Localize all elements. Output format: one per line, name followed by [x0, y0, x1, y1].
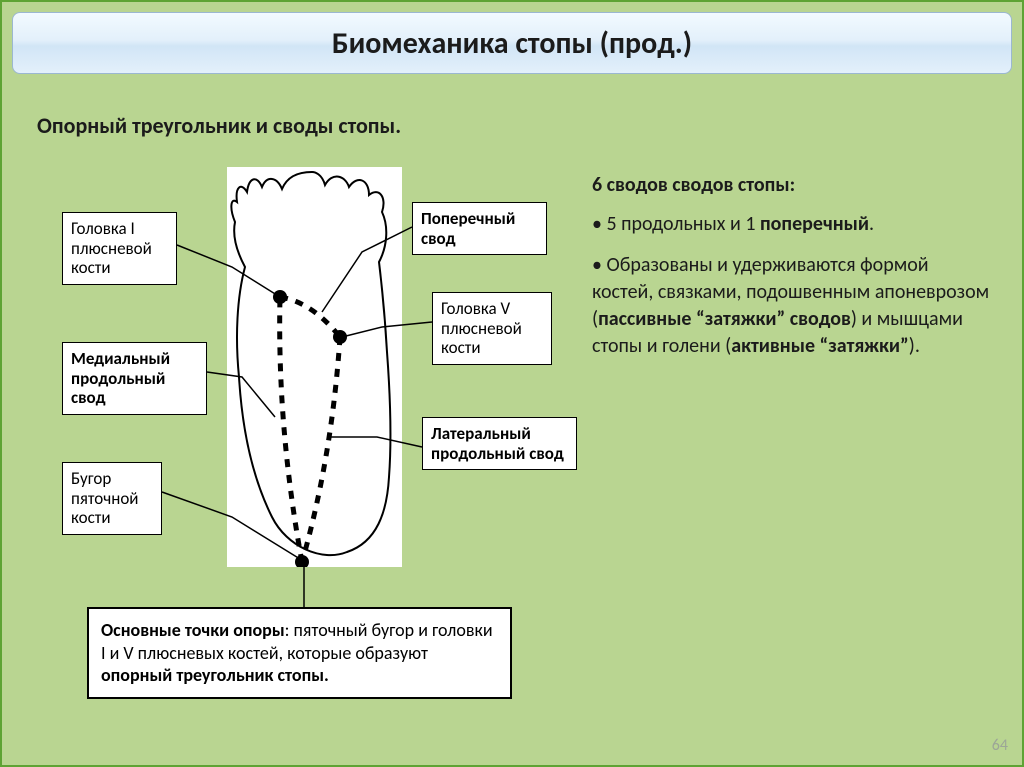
label-transverse-arch: Поперечный свод	[412, 202, 547, 255]
foot-outline	[227, 167, 402, 567]
foot-image-box	[227, 167, 402, 567]
label-medial-longitudinal-arch: Медиальный продольный свод	[62, 342, 207, 415]
label-lateral-longitudinal-arch: Латеральный продольный свод	[422, 417, 577, 470]
page-number: 64	[992, 736, 1008, 755]
diagram: Головка I плюсневой кости Медиальный про…	[32, 157, 592, 697]
label-metatarsal-5-head: Головка V плюсневой кости	[432, 292, 552, 365]
side-heading: 6 сводов сводов стопы:	[592, 173, 795, 197]
main-support-points-box: Основные точки опоры: пяточный бугор и г…	[87, 607, 512, 699]
label-calcaneal-tuber: Бугор пяточной кости	[62, 462, 162, 535]
side-item-1: 5 продольных и 1 поперечный.	[592, 211, 992, 238]
side-item-2: Образованы и удерживаются формой костей,…	[592, 252, 992, 360]
side-list: 5 продольных и 1 поперечный. Образованы …	[592, 211, 992, 360]
slide: Биомеханика стопы (прод.) Опорный треуго…	[0, 0, 1024, 767]
slide-title: Биомеханика стопы (прод.)	[332, 25, 692, 62]
side-text: 6 сводов сводов стопы: 5 продольных и 1 …	[592, 172, 992, 374]
label-metatarsal-1-head: Головка I плюсневой кости	[62, 212, 177, 285]
title-bar: Биомеханика стопы (прод.)	[12, 12, 1012, 74]
subtitle: Опорный треугольник и своды стопы.	[37, 112, 401, 139]
